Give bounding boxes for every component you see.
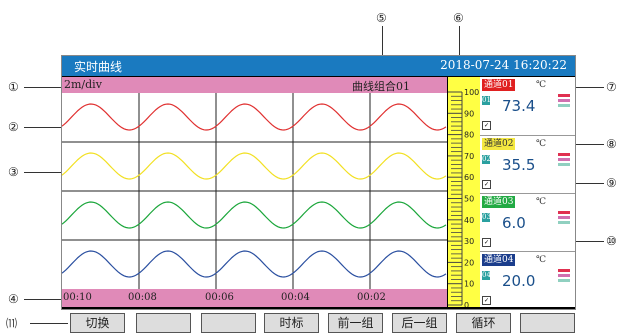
channel-block-2[interactable]: 通道02 ℃ 02 35.5 ✓ [480, 135, 575, 193]
time-label-4: 00:02 [357, 292, 386, 303]
softkey-switch-button[interactable]: 切换 [70, 313, 125, 333]
value-scale: 100 90 80 70 60 50 40 30 20 10 0 [448, 77, 480, 310]
callout-1-line [24, 87, 62, 88]
curve-plot[interactable] [61, 93, 447, 289]
channel-index: 01 [482, 96, 491, 105]
channel-name: 通道02 [482, 138, 516, 150]
time-label-1: 00:08 [128, 292, 157, 303]
scale-tick-label: 10 [464, 280, 474, 289]
time-label-3: 00:04 [281, 292, 310, 303]
curve-channel-3 [61, 201, 447, 229]
channel-block-1[interactable]: 通道01 ℃ 01 73.4 ✓ [480, 77, 575, 134]
softkey-cycle-button[interactable]: 循环 [456, 313, 511, 333]
channel-unit: ℃ [536, 255, 547, 265]
callout-2: ② [8, 120, 19, 134]
time-label-2: 00:06 [205, 292, 234, 303]
softkey-time-mark-button[interactable]: 时标 [264, 313, 319, 333]
channel-block-3[interactable]: 通道03 ℃ 03 6.0 ✓ [480, 193, 575, 251]
channel-name: 通道04 [482, 254, 516, 266]
softkey-prev-group-button[interactable]: 前一组 [328, 313, 383, 333]
channel-unit: ℃ [536, 139, 547, 149]
channel-name: 通道03 [482, 196, 516, 208]
channel-index: 04 [482, 271, 491, 280]
scale-tick-label: 40 [464, 216, 474, 225]
channel-color-bars [558, 153, 570, 168]
callout-6: ⑥ [453, 11, 464, 25]
callout-1: ① [8, 80, 19, 94]
channel-block-4[interactable]: 通道04 ℃ 04 20.0 ✓ [480, 251, 575, 309]
softkey-blank-button-3[interactable] [520, 313, 575, 333]
time-interval: 2m/div [64, 78, 102, 91]
softkey-blank-button-2[interactable] [201, 313, 256, 333]
callout-5: ⑤ [376, 11, 387, 25]
curve-channel-1 [61, 103, 447, 131]
curve-group-name[interactable]: 曲线组合01 [352, 80, 410, 93]
channel-checkbox[interactable]: ✓ [482, 296, 491, 305]
callout-4: ④ [8, 292, 19, 306]
channel-unit: ℃ [536, 197, 547, 207]
curve-channel-4 [61, 250, 447, 278]
channel-name: 通道01 [482, 79, 516, 91]
scale-tick-label: 60 [464, 173, 474, 182]
scale-tick-label: 80 [464, 131, 474, 140]
channel-checkbox[interactable]: ✓ [482, 180, 491, 189]
callout-5-line [382, 26, 383, 81]
title-bar: 实时曲线 2018-07-24 16:20:22 [62, 56, 575, 76]
callout-3: ③ [8, 165, 19, 179]
channel-color-bars [558, 211, 570, 226]
datetime: 2018-07-24 16:20:22 [440, 58, 567, 72]
callout-7-line [560, 87, 604, 88]
channel-index: 02 [482, 155, 491, 164]
info-bar: 2m/div 曲线组合01 [62, 77, 447, 93]
scale-tick-label: 20 [464, 258, 474, 267]
callout-7: ⑦ [606, 80, 617, 94]
callout-8-line [560, 144, 604, 145]
channel-value: 20.0 [502, 272, 536, 290]
channel-value: 35.5 [502, 156, 536, 174]
channel-color-bars [558, 94, 570, 109]
callout-11-line [30, 323, 68, 324]
channel-unit: ℃ [536, 80, 547, 90]
scale-tick-label: 50 [464, 195, 474, 204]
scale-tick-label: 100 [464, 88, 479, 97]
channel-value: 6.0 [502, 214, 526, 232]
scale-tick-label: 90 [464, 109, 474, 118]
callout-4-line [24, 299, 62, 300]
callout-11: ⑾ [6, 317, 17, 330]
time-label-0: 00:10 [63, 292, 92, 303]
recorder-screen: 实时曲线 2018-07-24 16:20:22 2m/div 曲线组合01 0… [61, 55, 576, 310]
callout-9: ⑨ [606, 176, 617, 190]
channel-panel: 通道01 ℃ 01 73.4 ✓ 通道02 ℃ 02 35.5 ✓ 通道03 ℃… [480, 77, 575, 307]
time-axis-bar: 00:10 00:08 00:06 00:04 00:02 [62, 289, 447, 307]
curve-plot-svg [61, 93, 447, 289]
curve-channel-2 [61, 152, 447, 180]
callout-10: ⑩ [606, 234, 617, 248]
scale-tick-label: 30 [464, 237, 474, 246]
callout-2-line [24, 127, 62, 128]
callout-8: ⑧ [606, 137, 617, 151]
channel-value: 73.4 [502, 97, 536, 115]
channel-checkbox[interactable]: ✓ [482, 121, 491, 130]
channel-color-bars [558, 269, 570, 284]
scale-tick-label: 0 [464, 301, 469, 307]
channel-checkbox[interactable]: ✓ [482, 238, 491, 247]
softkey-blank-button-1[interactable] [136, 313, 191, 333]
channel-index: 03 [482, 213, 491, 222]
callout-9-line [572, 183, 604, 184]
softkey-next-group-button[interactable]: 后一组 [392, 313, 447, 333]
screen-title: 实时曲线 [74, 60, 123, 74]
scale-tick-label: 70 [464, 152, 474, 161]
